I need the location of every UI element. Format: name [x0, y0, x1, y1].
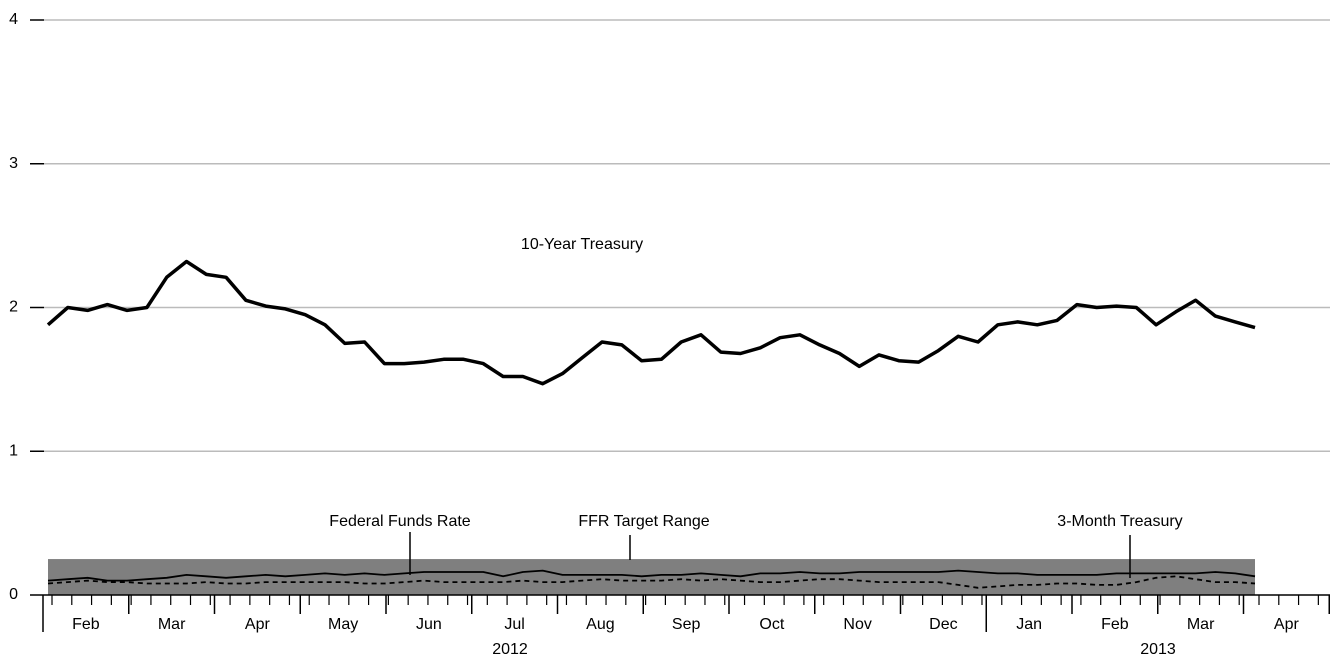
month-label: May	[328, 616, 358, 633]
series-label: Federal Funds Rate	[329, 513, 471, 530]
month-label: Feb	[72, 616, 100, 633]
target-band	[48, 559, 1255, 595]
month-label: Mar	[1187, 616, 1215, 633]
series-label: FFR Target Range	[578, 513, 709, 530]
year-label: 2013	[1140, 641, 1176, 658]
month-label: Jul	[504, 616, 524, 633]
series-label: 10-Year Treasury	[521, 236, 643, 253]
month-label: Jan	[1016, 616, 1042, 633]
y-tick-label: 1	[9, 442, 18, 459]
series-line	[47, 569, 1256, 582]
month-label: Dec	[929, 616, 957, 633]
y-tick-label: 0	[9, 586, 18, 603]
month-label: Apr	[1274, 616, 1300, 633]
month-label: Feb	[1101, 616, 1129, 633]
year-label: 2012	[492, 641, 528, 658]
month-label: Nov	[843, 616, 871, 633]
month-label: Jun	[416, 616, 442, 633]
month-label: Sep	[672, 616, 701, 633]
y-tick-label: 4	[9, 11, 18, 28]
y-tick-label: 2	[9, 299, 18, 316]
month-label: Oct	[759, 616, 784, 633]
month-label: Aug	[586, 616, 614, 633]
month-label: Mar	[158, 616, 186, 633]
series-line	[46, 259, 1256, 386]
month-label: Apr	[245, 616, 271, 633]
y-tick-label: 3	[9, 155, 18, 172]
series-label: 3-Month Treasury	[1057, 513, 1182, 530]
series-line	[47, 575, 1256, 589]
